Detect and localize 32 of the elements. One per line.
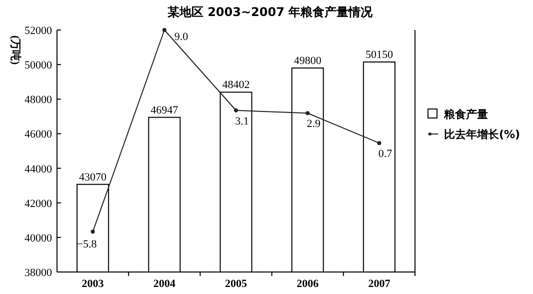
chart-title: 某地区 2003~2007 年粮食产量情况 (166, 5, 374, 19)
point (234, 108, 238, 112)
legend-label: 粮食产量 (443, 108, 488, 121)
x-tick-label: 2003 (82, 278, 104, 290)
data-label: 43070 (79, 171, 108, 184)
y-axis-title: (万吨) (9, 35, 22, 65)
y-tick-label: 42000 (24, 198, 52, 210)
y-tick-label: 50000 (24, 60, 52, 72)
data-label: 48402 (222, 79, 250, 92)
x-tick-label: 2007 (368, 278, 391, 290)
point (90, 230, 95, 234)
x-tick-label: 2004 (153, 278, 176, 290)
x-tick-label: 2005 (225, 278, 248, 290)
x-tick-label: 2006 (296, 278, 320, 290)
y-tick-label: 40000 (24, 232, 52, 244)
y-tick-label: 38000 (24, 267, 52, 279)
point (306, 111, 310, 116)
data-label: 0.7 (378, 148, 393, 160)
data-label: 46947 (150, 104, 179, 116)
point (162, 28, 166, 32)
data-label: 49800 (294, 55, 322, 68)
y-tick-label: 52000 (24, 25, 52, 37)
data-label: 50150 (365, 48, 394, 61)
data-label: 3.1 (235, 115, 249, 128)
y-tick-label: 48000 (24, 94, 52, 106)
data-label: 9.0 (174, 31, 189, 43)
data-label: −5.8 (76, 238, 98, 251)
y-tick-label: 44000 (24, 163, 52, 176)
point (377, 141, 382, 146)
y-tick-label: 46000 (24, 128, 52, 141)
legend-label: 比去年增长(%) (444, 128, 520, 141)
data-label: 2.9 (306, 118, 321, 130)
